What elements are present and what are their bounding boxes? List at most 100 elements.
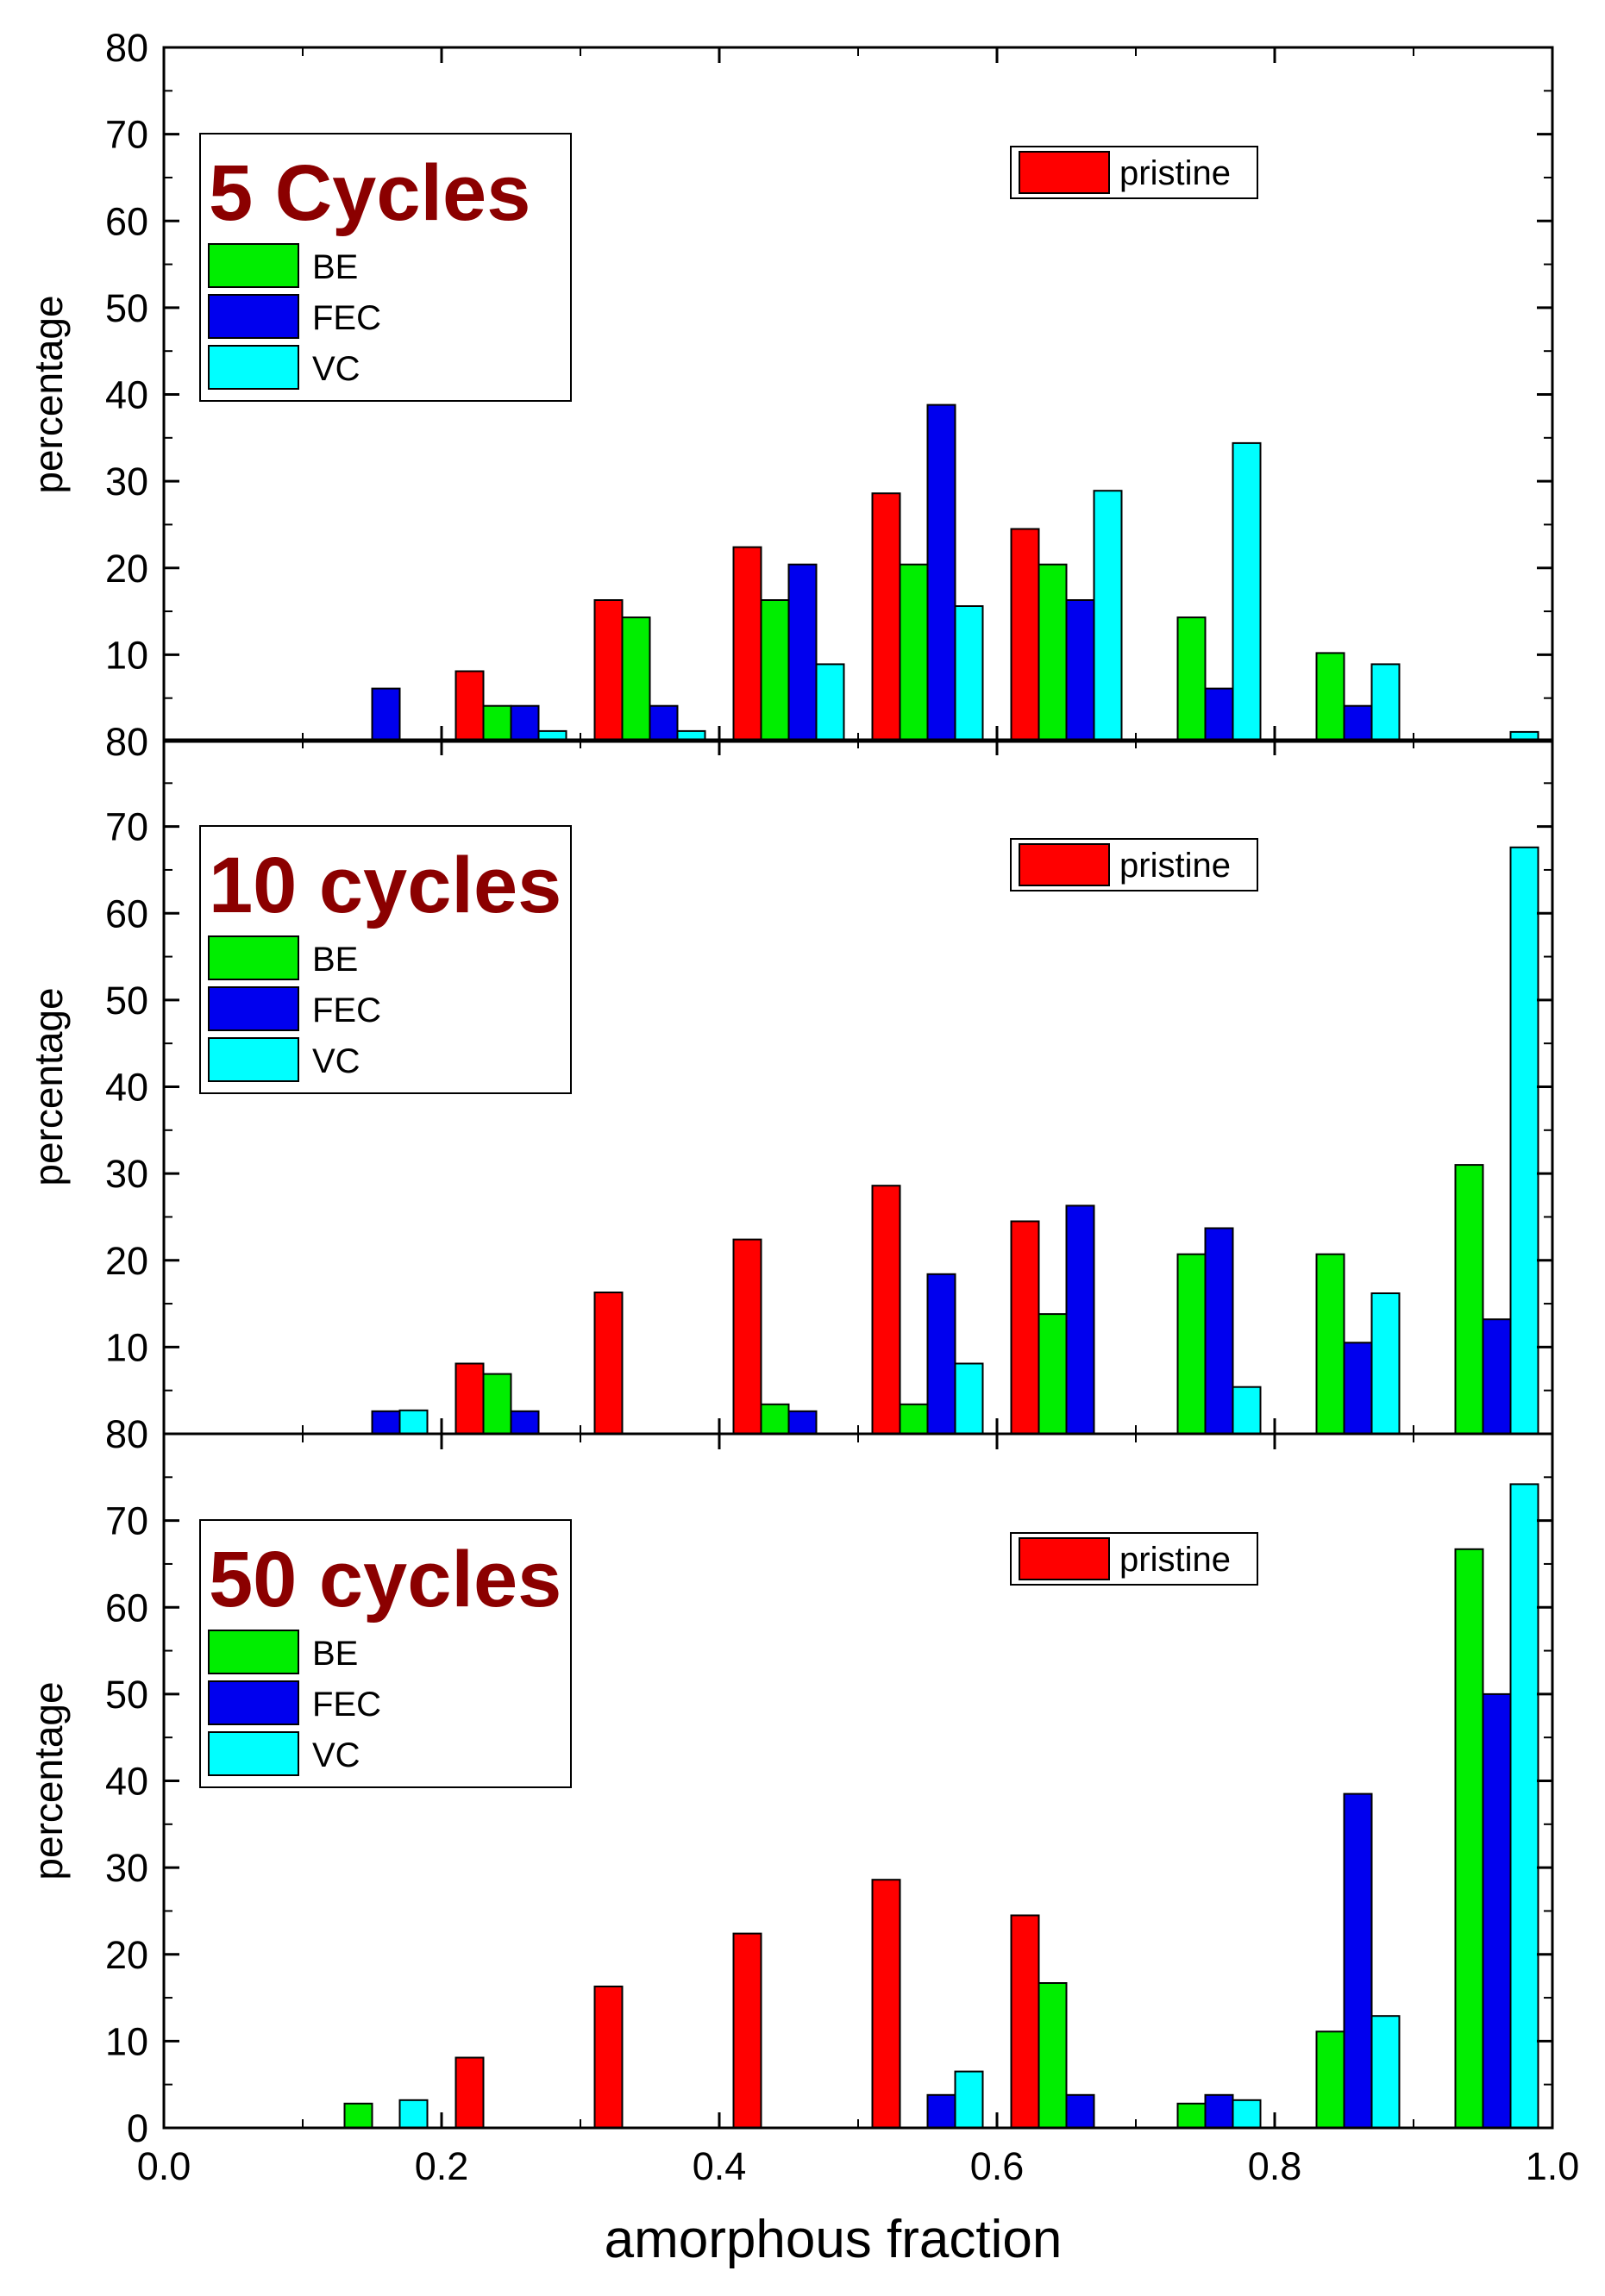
bar-be-2 (482, 704, 512, 743)
y-tick-label: 20 (105, 1239, 148, 1283)
bar-fec-3 (649, 704, 679, 743)
bar-pristine-6 (1010, 1220, 1040, 1435)
y-axis-title: percentage (26, 1681, 71, 1880)
x-tick-label: 0.0 (137, 2144, 191, 2188)
legend-swatch-be (208, 1630, 299, 1674)
x-tick-label: 0.4 (693, 2144, 747, 2188)
bar-vc-9 (1509, 846, 1539, 1435)
legend-label-be: BE (312, 941, 358, 979)
legend-label-pristine: pristine (1119, 154, 1231, 192)
y-tick-label: 70 (105, 805, 148, 849)
bar-vc-6 (1093, 490, 1123, 742)
bar-vc-5 (954, 1362, 984, 1435)
bar-vc-9 (1509, 1483, 1539, 2129)
bar-pristine-4 (732, 546, 762, 742)
y-axis-title: percentage (26, 295, 71, 493)
bar-pristine-2 (455, 2056, 485, 2129)
y-tick-label: 70 (105, 113, 148, 157)
bar-be-6 (1038, 563, 1068, 743)
legend-swatch-vc (208, 345, 299, 390)
y-tick-label: 60 (105, 1586, 148, 1630)
bar-be-9 (1454, 1548, 1484, 2130)
bar-be-2 (482, 1373, 512, 1435)
legend-label-fec: FEC (312, 299, 381, 337)
y-tick-label: 30 (105, 1152, 148, 1196)
panel-title: 10 cycles (209, 841, 561, 929)
legend-swatch-fec (208, 294, 299, 339)
y-tick-label: 20 (105, 547, 148, 591)
bar-be-4 (760, 1403, 790, 1436)
panel-2: 80 10 20 30 40 50 60 70 percentage 10 cycles BE FEC… (26, 738, 1554, 1456)
bar-fec-6 (1065, 2093, 1095, 2130)
bar-vc-5 (954, 605, 984, 742)
bar-pristine-4 (732, 1238, 762, 1435)
legend-label-fec: FEC (312, 1686, 381, 1724)
y-tick-label: 20 (105, 1933, 148, 1977)
y-tick-label: 0 (127, 2106, 148, 2150)
bar-fec-8 (1343, 704, 1373, 743)
bar-fec-1 (371, 687, 401, 742)
bar-vc-7 (1232, 2099, 1262, 2130)
legend-swatch-pristine (1019, 1537, 1110, 1580)
y-tick-label: 40 (105, 1066, 148, 1110)
bar-fec-1 (371, 1410, 401, 1436)
x-tick-label: 1.0 (1526, 2144, 1580, 2188)
bar-fec-5 (926, 2093, 956, 2130)
bar-be-1 (343, 2102, 373, 2130)
panel-1: 80 10 20 30 40 50 60 70 80 percentage 5 Cycles BE FE… (26, 26, 1554, 764)
legend-swatch-be (208, 935, 299, 980)
legend-swatch-pristine (1019, 151, 1110, 194)
x-tick-label: 0.2 (415, 2144, 469, 2188)
bar-be-9 (1454, 1164, 1484, 1435)
legend-swatch-be (208, 243, 299, 288)
legend-label-vc: VC (312, 350, 360, 388)
bar-pristine-6 (1010, 528, 1040, 742)
y-tick-label: 50 (105, 979, 148, 1023)
y-axis-title: percentage (26, 987, 71, 1186)
bar-be-6 (1038, 1313, 1068, 1435)
bar-vc-8 (1370, 663, 1401, 743)
bar-fec-7 (1204, 2093, 1234, 2130)
bar-be-7 (1176, 616, 1207, 742)
bar-fec-7 (1204, 1227, 1234, 1435)
legend-label-pristine: pristine (1119, 1541, 1231, 1579)
bar-fec-2 (510, 704, 540, 743)
y-tick-label: 60 (105, 199, 148, 243)
bar-pristine-5 (871, 1879, 901, 2129)
bar-be-8 (1315, 2030, 1345, 2130)
bar-pristine-6 (1010, 1914, 1040, 2129)
legend-swatch-vc (208, 1037, 299, 1082)
bar-be-8 (1315, 1253, 1345, 1435)
y-tick-label: 40 (105, 373, 148, 417)
y-tick-label: 80 (105, 1412, 148, 1456)
bar-fec-2 (510, 1410, 540, 1436)
bar-fec-4 (787, 563, 818, 743)
y-tick-label: 70 (105, 1499, 148, 1543)
bar-vc-1 (398, 2099, 429, 2130)
bar-fec-6 (1065, 1204, 1095, 1436)
y-tick-label: 30 (105, 460, 148, 504)
bar-be-7 (1176, 2102, 1207, 2130)
bar-vc-1 (398, 1409, 429, 1436)
legend-label-be: BE (312, 1635, 358, 1673)
bar-pristine-2 (455, 670, 485, 742)
y-tick-label: 10 (105, 1325, 148, 1369)
bar-pristine-3 (593, 1292, 624, 1435)
legend-swatch-vc (208, 1731, 299, 1776)
legend-label-pristine: pristine (1119, 847, 1231, 885)
x-tick-label: 0.6 (970, 2144, 1025, 2188)
bar-be-3 (621, 616, 651, 742)
bar-fec-5 (926, 1273, 956, 1436)
y-tick-label: 50 (105, 1673, 148, 1717)
y-tick-label: 10 (105, 633, 148, 677)
y-tick-label: 50 (105, 286, 148, 330)
legend-label-be: BE (312, 248, 358, 286)
bar-vc-5 (954, 2070, 984, 2130)
bar-fec-8 (1343, 1342, 1373, 1436)
bar-fec-9 (1482, 1692, 1512, 2130)
y-tick-label: 80 (105, 26, 148, 70)
legend-swatch-pristine (1019, 843, 1110, 886)
bar-pristine-2 (455, 1362, 485, 1435)
legend-swatch-fec (208, 986, 299, 1031)
